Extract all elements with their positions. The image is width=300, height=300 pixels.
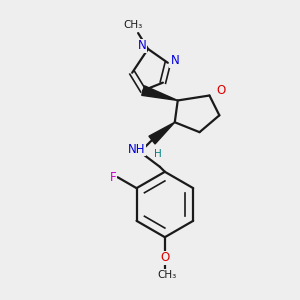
Text: O: O [217,84,226,97]
Text: CH₃: CH₃ [157,270,176,280]
Text: CH₃: CH₃ [124,20,143,30]
Text: F: F [110,171,116,184]
Polygon shape [142,86,178,101]
Polygon shape [149,122,175,144]
Text: N: N [170,54,179,67]
Text: H: H [154,149,162,159]
Text: O: O [160,251,170,265]
Text: N: N [138,40,146,52]
Text: NH: NH [128,142,145,155]
